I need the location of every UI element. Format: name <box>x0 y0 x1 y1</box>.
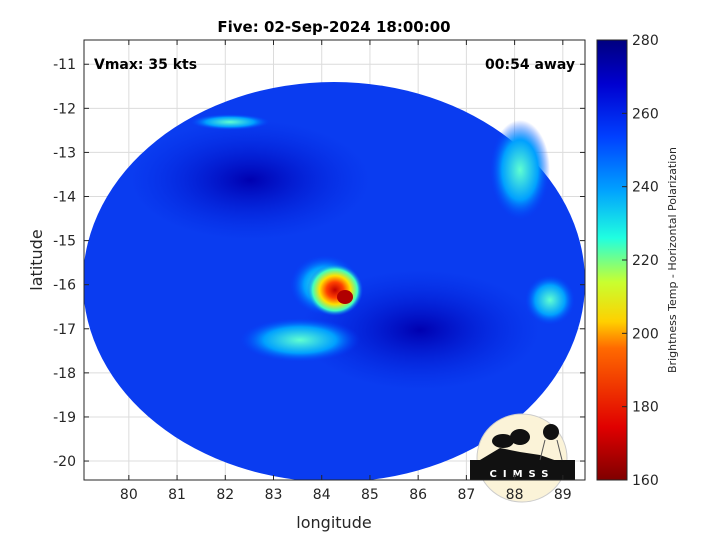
colorbar-tick-label: 220 <box>632 253 659 269</box>
colorbar-tick-label: 180 <box>632 400 659 416</box>
x-tick-label: 84 <box>313 487 331 503</box>
colorbar-label: Brightness Temp - Horizontal Polarizatio… <box>666 147 679 373</box>
x-tick-label: 81 <box>168 487 186 503</box>
x-tick-label: 87 <box>457 487 475 503</box>
y-tick-label: -17 <box>53 322 76 338</box>
y-tick-label: -19 <box>53 410 76 426</box>
axes-box <box>83 39 586 481</box>
svg-text:CIMSS: CIMSS <box>490 469 555 480</box>
x-tick-label: 86 <box>409 487 427 503</box>
y-axis-label: latitude <box>27 229 46 290</box>
band-feature <box>525 275 575 325</box>
storm-core <box>307 264 363 316</box>
brightness-image <box>84 82 585 480</box>
storm-core-min <box>337 290 353 304</box>
outer-band <box>240 318 360 362</box>
x-tick-label: 80 <box>120 487 138 503</box>
y-tick-label: -14 <box>53 190 76 206</box>
colorbar-tick-label: 240 <box>632 180 659 196</box>
band-feature <box>190 114 270 130</box>
time-offset-label: 00:54 away <box>485 57 575 73</box>
y-tick-label: -16 <box>53 278 76 294</box>
colorbar-tick-label: 160 <box>632 473 659 489</box>
chart-title: Five: 02-Sep-2024 18:00:00 <box>217 18 450 36</box>
x-tick-label: 88 <box>506 487 524 503</box>
vmax-label: Vmax: 35 kts <box>94 57 197 73</box>
x-tick-label: 85 <box>361 487 379 503</box>
x-tick-label: 83 <box>265 487 283 503</box>
x-tick-label: 82 <box>216 487 234 503</box>
band-feature <box>490 120 550 220</box>
y-tick-label: -13 <box>53 145 76 161</box>
x-axis-label: longitude <box>296 513 371 532</box>
y-tick-label: -12 <box>53 101 76 117</box>
y-tick-label: -11 <box>53 57 76 73</box>
y-tick-label: -20 <box>53 454 76 470</box>
colorbar-tick-label: 280 <box>632 33 659 49</box>
colorbar-tick-label: 260 <box>632 106 659 122</box>
colorbar-tick-label: 200 <box>632 326 659 342</box>
y-tick-label: -15 <box>53 234 76 250</box>
x-tick-label: 89 <box>554 487 572 503</box>
y-tick-label: -18 <box>53 366 76 382</box>
